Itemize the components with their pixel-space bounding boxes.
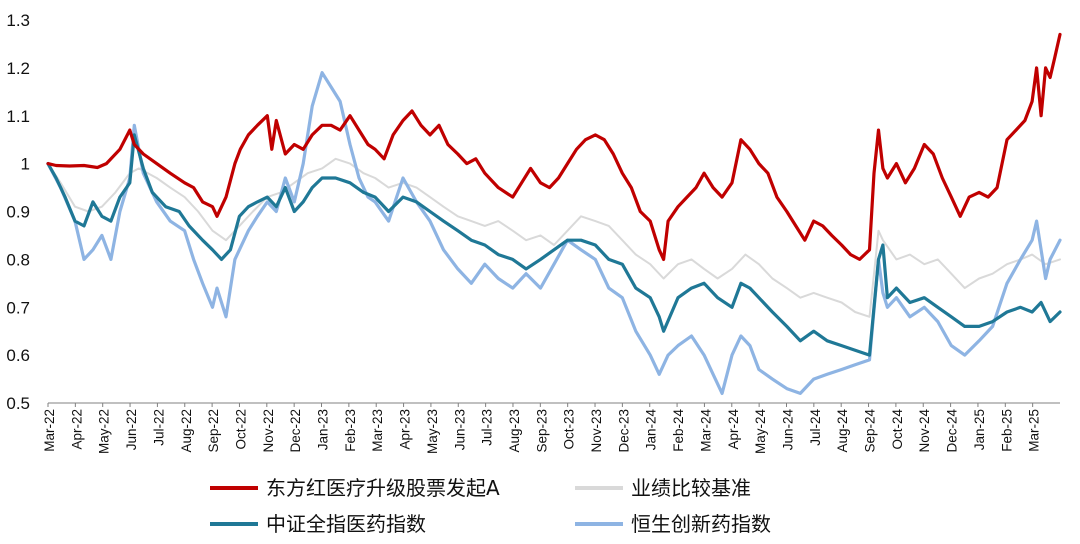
x-tick-label: Feb-24 — [671, 409, 686, 452]
x-tick-label: Dec-22 — [288, 409, 303, 453]
y-tick-label: 1 — [21, 155, 30, 174]
series-line-1 — [46, 32, 1062, 261]
y-tick-label: 1.2 — [6, 59, 30, 78]
x-tick-label: Oct-22 — [233, 409, 248, 450]
x-tick-label: May-22 — [97, 409, 112, 454]
series-line-2 — [47, 157, 1061, 318]
x-tick-label: Sep-23 — [534, 409, 549, 453]
legend-label-3: 中证全指医药指数 — [266, 512, 426, 536]
x-tick-label: Feb-25 — [999, 409, 1014, 452]
x-tick-label: Mar-24 — [698, 409, 713, 452]
x-tick-label: Jan-25 — [972, 409, 987, 450]
x-tick-label: Dec-24 — [945, 409, 960, 453]
legend-label-1: 东方红医疗升级股票发起A — [266, 476, 500, 500]
x-tick-label: Aug-22 — [179, 409, 194, 453]
x-tick-label: Jan-23 — [316, 409, 331, 450]
x-tick-label: Jul-22 — [151, 409, 166, 446]
x-tick-label: Aug-23 — [507, 409, 522, 453]
x-tick-label: Jan-24 — [644, 409, 659, 451]
x-tick-label: Dec-23 — [616, 409, 631, 453]
series-line-3 — [46, 133, 1062, 357]
x-tick-label: Jul-24 — [808, 409, 823, 446]
series-layer — [46, 32, 1062, 395]
y-tick-label: 0.5 — [6, 394, 30, 413]
legend-label-4: 恒生创新药指数 — [631, 512, 771, 536]
x-tick-label: Jun-22 — [124, 409, 139, 450]
axes: 0.5 0.6 0.7 0.8 0.9 1 1.1 1.2 1.3 Mar-22 Apr-22 May… — [6, 11, 1060, 454]
x-tick-label: May-24 — [753, 409, 768, 455]
y-tick-label: 1.3 — [6, 11, 30, 30]
x-tick-label: Aug-24 — [835, 409, 850, 453]
x-tick-label: Sep-22 — [206, 409, 221, 453]
x-tick-label: Apr-22 — [69, 409, 84, 450]
x-tick-label: Mar-22 — [42, 409, 57, 452]
y-tick-label: 1.1 — [6, 107, 30, 126]
x-tick-label: May-23 — [425, 409, 440, 454]
x-tick-label: Oct-24 — [890, 409, 905, 450]
x-tick-label: Nov-22 — [261, 409, 276, 453]
x-tick-label: Oct-23 — [562, 409, 577, 450]
x-tick-label: Apr-24 — [726, 409, 741, 450]
y-tick-label: 0.7 — [6, 298, 30, 317]
x-tick-label: Jun-23 — [452, 409, 467, 450]
x-tick-label: Feb-23 — [343, 409, 358, 452]
x-tick-label: Apr-23 — [398, 409, 413, 450]
x-tick-label: Nov-24 — [917, 409, 932, 453]
legend-label-2: 业绩比较基准 — [631, 476, 751, 500]
x-tick-label: Mar-23 — [370, 409, 385, 452]
x-tick-label: Sep-24 — [863, 409, 878, 453]
y-tick-label: 0.8 — [6, 250, 30, 269]
y-tick-label: 0.6 — [6, 346, 30, 365]
x-tick-label: Nov-23 — [589, 409, 604, 453]
x-tick-label: Jul-23 — [480, 409, 495, 446]
series-line-4 — [46, 71, 1062, 395]
x-tick-label: Mar-25 — [1027, 409, 1042, 452]
y-tick-label: 0.9 — [6, 203, 30, 222]
x-tick-label: Jun-24 — [780, 409, 795, 451]
